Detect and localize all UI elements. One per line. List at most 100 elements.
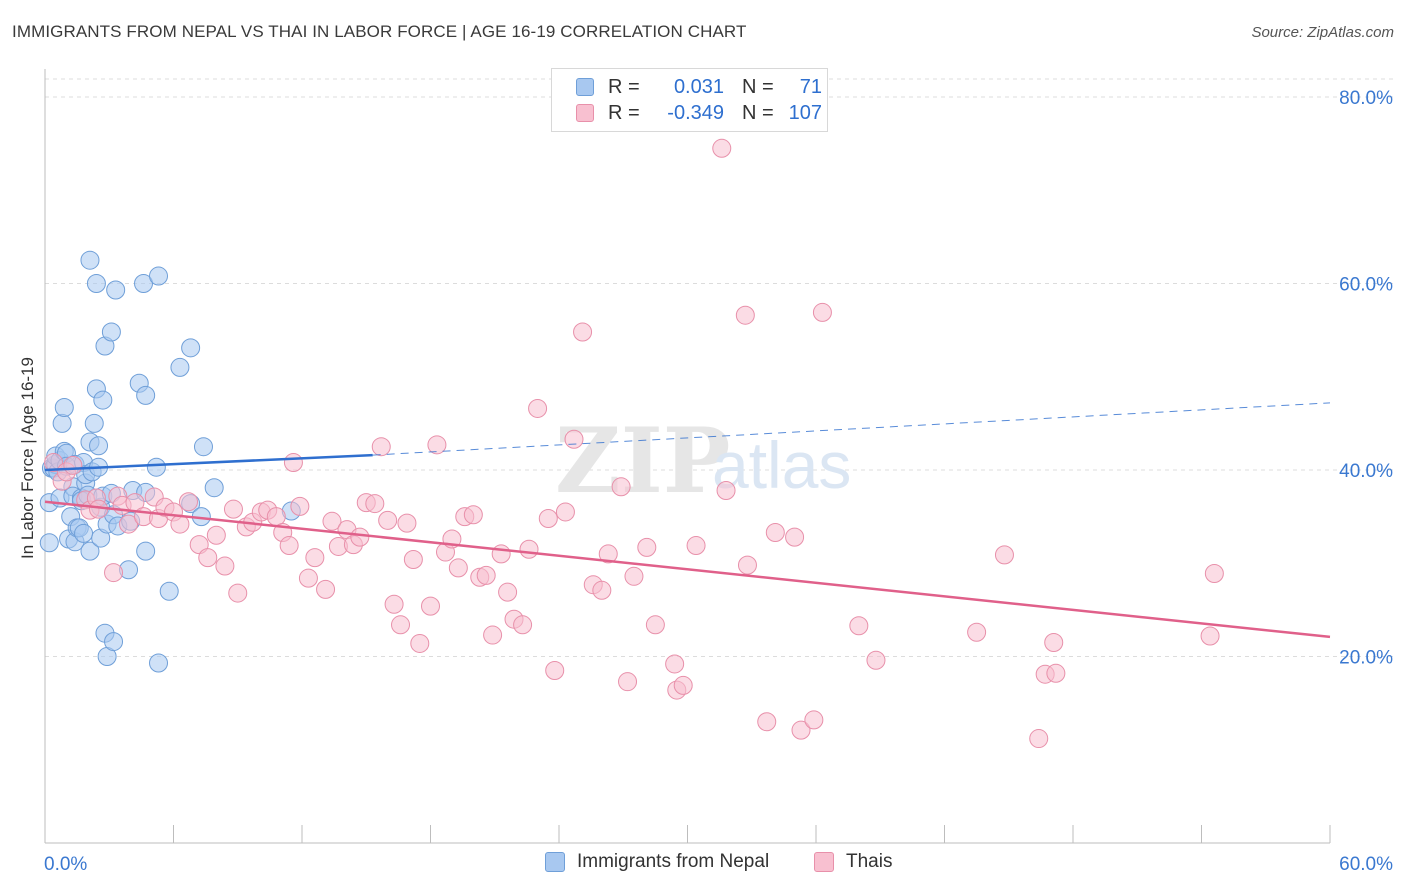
thais-point (104, 563, 124, 583)
nepal-point (134, 274, 154, 293)
thais-point (483, 625, 503, 645)
thais-point (391, 615, 411, 635)
thais-point (215, 556, 235, 576)
thais-point (198, 548, 218, 568)
thais-point (665, 654, 685, 674)
legend-label-nepal: Immigrants from Nepal (577, 851, 770, 872)
nepal-point (106, 280, 126, 300)
thais-point (849, 616, 869, 636)
thais-point (427, 435, 447, 455)
thais-point (421, 596, 440, 616)
nepal-point (149, 266, 169, 286)
axes (44, 69, 1331, 844)
thais-point (279, 536, 299, 556)
nepal-point (193, 437, 213, 457)
thais-point (673, 675, 693, 695)
nepal-point (170, 357, 190, 377)
thais-point (994, 545, 1014, 565)
nepal-trend-extension (372, 402, 1331, 456)
nepal-point (104, 632, 124, 652)
thais-point (119, 514, 139, 534)
thais-point (290, 496, 310, 516)
legend-r-label: R = (608, 101, 640, 124)
thais-point (1029, 729, 1049, 749)
tick-labels: 20.0% 40.0% 60.0% 80.0% 0.0% 60.0% (44, 88, 1393, 875)
thais-point (305, 548, 325, 568)
thais-point (63, 455, 83, 475)
thais-point (538, 508, 558, 528)
thais-point (1204, 564, 1224, 584)
legend-swatch-nepal (545, 852, 565, 872)
nepal-point (74, 523, 94, 543)
thais-point (350, 527, 370, 547)
thais-point (555, 502, 575, 522)
watermark-zip: ZIP (555, 408, 730, 514)
legend-n-label: N = (742, 101, 774, 124)
legend-item-thais[interactable]: Thais (814, 851, 892, 873)
legend-n-label: N = (742, 75, 774, 98)
thais-point (316, 579, 336, 599)
grid-lines (45, 78, 1393, 657)
thais-point (1046, 663, 1066, 683)
nepal-point (101, 322, 121, 342)
thais-point (448, 558, 468, 578)
nepal-point (39, 533, 59, 553)
thais-point (592, 580, 612, 600)
thais-point (322, 511, 342, 531)
nepal-point (86, 274, 106, 293)
nepal-point (136, 541, 156, 561)
thais-point (686, 536, 706, 556)
thais-point (645, 615, 665, 635)
thais-point (266, 507, 286, 527)
correlation-legend: R = 0.031 N = 71 R = -0.349 N = 107 (551, 68, 828, 132)
legend-n-value: 107 (788, 101, 822, 124)
thais-point (298, 568, 318, 588)
y-tick-label: 60.0% (1339, 275, 1393, 296)
thais-point (397, 513, 417, 533)
thais-point (757, 712, 777, 732)
thais-point (564, 429, 584, 449)
x-tick-label: 60.0% (1339, 854, 1393, 875)
nepal-point (149, 653, 169, 673)
thais-point (513, 615, 533, 635)
nepal-point (52, 413, 72, 433)
thais-point (712, 138, 732, 158)
y-tick-label: 20.0% (1339, 648, 1393, 669)
nepal-point (159, 581, 179, 601)
legend-r-label: R = (608, 75, 640, 98)
legend-label-thais: Thais (846, 851, 893, 872)
thais-point (967, 622, 987, 642)
legend-n-value: 71 (799, 75, 822, 98)
thais-point (812, 302, 832, 322)
thais-point (598, 544, 618, 564)
legend-swatch-nepal (576, 78, 594, 96)
legend-row-thais: R = -0.349 N = 107 (576, 101, 822, 125)
thais-point (378, 510, 398, 530)
thais-point (519, 539, 539, 559)
legend-item-nepal[interactable]: Immigrants from Nepal (545, 851, 769, 873)
thais-point (1044, 633, 1064, 653)
thais-point (637, 537, 657, 557)
nepal-point (84, 413, 104, 433)
thais-point (765, 522, 785, 542)
thais-point (866, 650, 886, 670)
thais-point (804, 710, 824, 730)
thais-point (228, 583, 248, 603)
thais-point (737, 555, 757, 575)
nepal-point (146, 457, 166, 477)
thais-point (735, 305, 755, 325)
thais-point (573, 322, 593, 342)
legend-r-value: -0.349 (667, 101, 724, 124)
series-legend: Immigrants from Nepal Thais (0, 848, 1406, 878)
thais-point (618, 672, 638, 692)
thais-point (491, 544, 511, 564)
chart-title: IMMIGRANTS FROM NEPAL VS THAI IN LABOR F… (12, 22, 747, 41)
thais-point (44, 453, 64, 473)
nepal-point (93, 390, 113, 410)
legend-swatch-thais (576, 104, 594, 122)
points (39, 138, 1224, 749)
thais-point (223, 499, 243, 519)
thais-point (283, 453, 303, 473)
thais-point (611, 477, 631, 497)
